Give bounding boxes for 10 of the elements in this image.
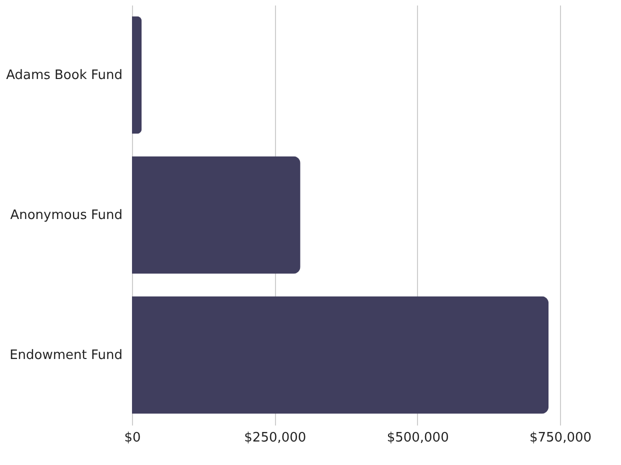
x-tick-label: $0 [124,430,141,446]
y-tick-label: Adams Book Fund [6,68,122,83]
bar [132,296,549,414]
y-tick-label: Endowment Fund [10,348,122,363]
bar [132,156,300,274]
x-tick-label: $750,000 [529,430,592,446]
x-tick-label: $250,000 [244,430,306,446]
y-tick-label: Anonymous Fund [10,208,122,223]
x-tick-label: $500,000 [386,430,449,446]
bar [132,16,142,134]
